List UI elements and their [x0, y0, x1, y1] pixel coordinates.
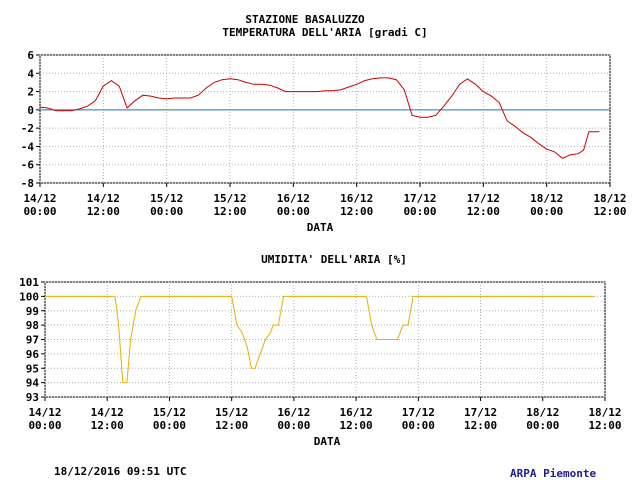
- x-tick-label-time: 12:00: [588, 419, 621, 432]
- x-tick-label-time: 00:00: [23, 205, 56, 218]
- y-tick-label: -8: [21, 177, 34, 190]
- x-tick-label-date: 16/12: [340, 192, 373, 205]
- x-axis-label: DATA: [307, 221, 334, 234]
- y-tick-label: 94: [26, 377, 40, 390]
- y-tick-label: 4: [27, 67, 34, 80]
- x-tick-label-date: 16/12: [340, 406, 373, 419]
- y-tick-label: -4: [21, 140, 35, 153]
- x-tick-label-time: 00:00: [28, 419, 61, 432]
- plot-area: [39, 54, 611, 184]
- x-tick-label-date: 15/12: [150, 192, 183, 205]
- x-tick-label-time: 00:00: [277, 205, 310, 218]
- x-tick-label-date: 15/12: [215, 406, 248, 419]
- chart-subtitle: TEMPERATURA DELL'ARIA [gradi C]: [222, 26, 427, 39]
- y-tick-label: 6: [27, 49, 34, 62]
- x-tick-label-time: 00:00: [530, 205, 563, 218]
- x-tick-label-date: 16/12: [277, 192, 310, 205]
- x-axis-label: DATA: [314, 435, 341, 448]
- y-tick-label: -2: [21, 122, 34, 135]
- y-tick-label: 2: [27, 86, 34, 99]
- y-tick-label: 100: [19, 290, 39, 303]
- x-tick-label-date: 17/12: [464, 406, 497, 419]
- x-tick-label-date: 17/12: [467, 192, 500, 205]
- y-tick-label: 101: [19, 276, 39, 289]
- humidity-chart-title: UMIDITA' DELL'ARIA [%]: [261, 253, 407, 266]
- x-tick-label-date: 14/12: [23, 192, 56, 205]
- y-tick-label: 96: [26, 348, 40, 361]
- footer-timestamp: 18/12/2016 09:51 UTC: [54, 465, 187, 478]
- y-tick-label: -6: [21, 159, 35, 172]
- x-tick-label-date: 15/12: [153, 406, 186, 419]
- y-tick-label: 98: [26, 319, 39, 332]
- y-tick-label: 95: [26, 362, 39, 375]
- x-tick-label-time: 12:00: [91, 419, 124, 432]
- x-tick-label-time: 12:00: [215, 419, 248, 432]
- x-tick-label-time: 00:00: [403, 205, 436, 218]
- x-tick-label-time: 12:00: [464, 419, 497, 432]
- x-tick-label-date: 14/12: [87, 192, 120, 205]
- x-tick-label-time: 12:00: [467, 205, 500, 218]
- x-tick-label-time: 00:00: [153, 419, 186, 432]
- humidity-chart: 1011009998979695949314/1200:0014/1212:00…: [19, 276, 621, 448]
- x-tick-label-date: 18/12: [526, 406, 559, 419]
- x-tick-label-time: 00:00: [526, 419, 559, 432]
- x-tick-label-time: 00:00: [402, 419, 435, 432]
- x-tick-label-time: 12:00: [213, 205, 246, 218]
- series-line: [39, 77, 600, 159]
- x-tick-label-date: 18/12: [588, 406, 621, 419]
- y-tick-label: 0: [27, 104, 34, 117]
- x-tick-label-date: 16/12: [277, 406, 310, 419]
- x-tick-label-time: 00:00: [277, 419, 310, 432]
- y-tick-label: 97: [26, 334, 39, 347]
- y-tick-label: 99: [26, 305, 39, 318]
- x-tick-label-date: 14/12: [91, 406, 124, 419]
- y-tick-label: 93: [26, 391, 39, 404]
- temperature-chart: 6420-2-4-6-814/1200:0014/1212:0015/1200:…: [21, 49, 627, 234]
- x-tick-label-date: 17/12: [403, 192, 436, 205]
- x-tick-label-time: 12:00: [87, 205, 120, 218]
- footer-organization: ARPA Piemonte: [510, 467, 597, 480]
- chart-title: STAZIONE BASALUZZO: [245, 13, 365, 26]
- series-line: [45, 295, 595, 384]
- x-tick-label-date: 17/12: [402, 406, 435, 419]
- x-tick-label-date: 14/12: [28, 406, 61, 419]
- x-tick-label-date: 18/12: [593, 192, 626, 205]
- x-tick-label-time: 12:00: [593, 205, 626, 218]
- x-tick-label-date: 15/12: [213, 192, 246, 205]
- x-tick-label-time: 12:00: [340, 419, 373, 432]
- x-tick-label-date: 18/12: [530, 192, 563, 205]
- x-tick-label-time: 00:00: [150, 205, 183, 218]
- x-tick-label-time: 12:00: [340, 205, 373, 218]
